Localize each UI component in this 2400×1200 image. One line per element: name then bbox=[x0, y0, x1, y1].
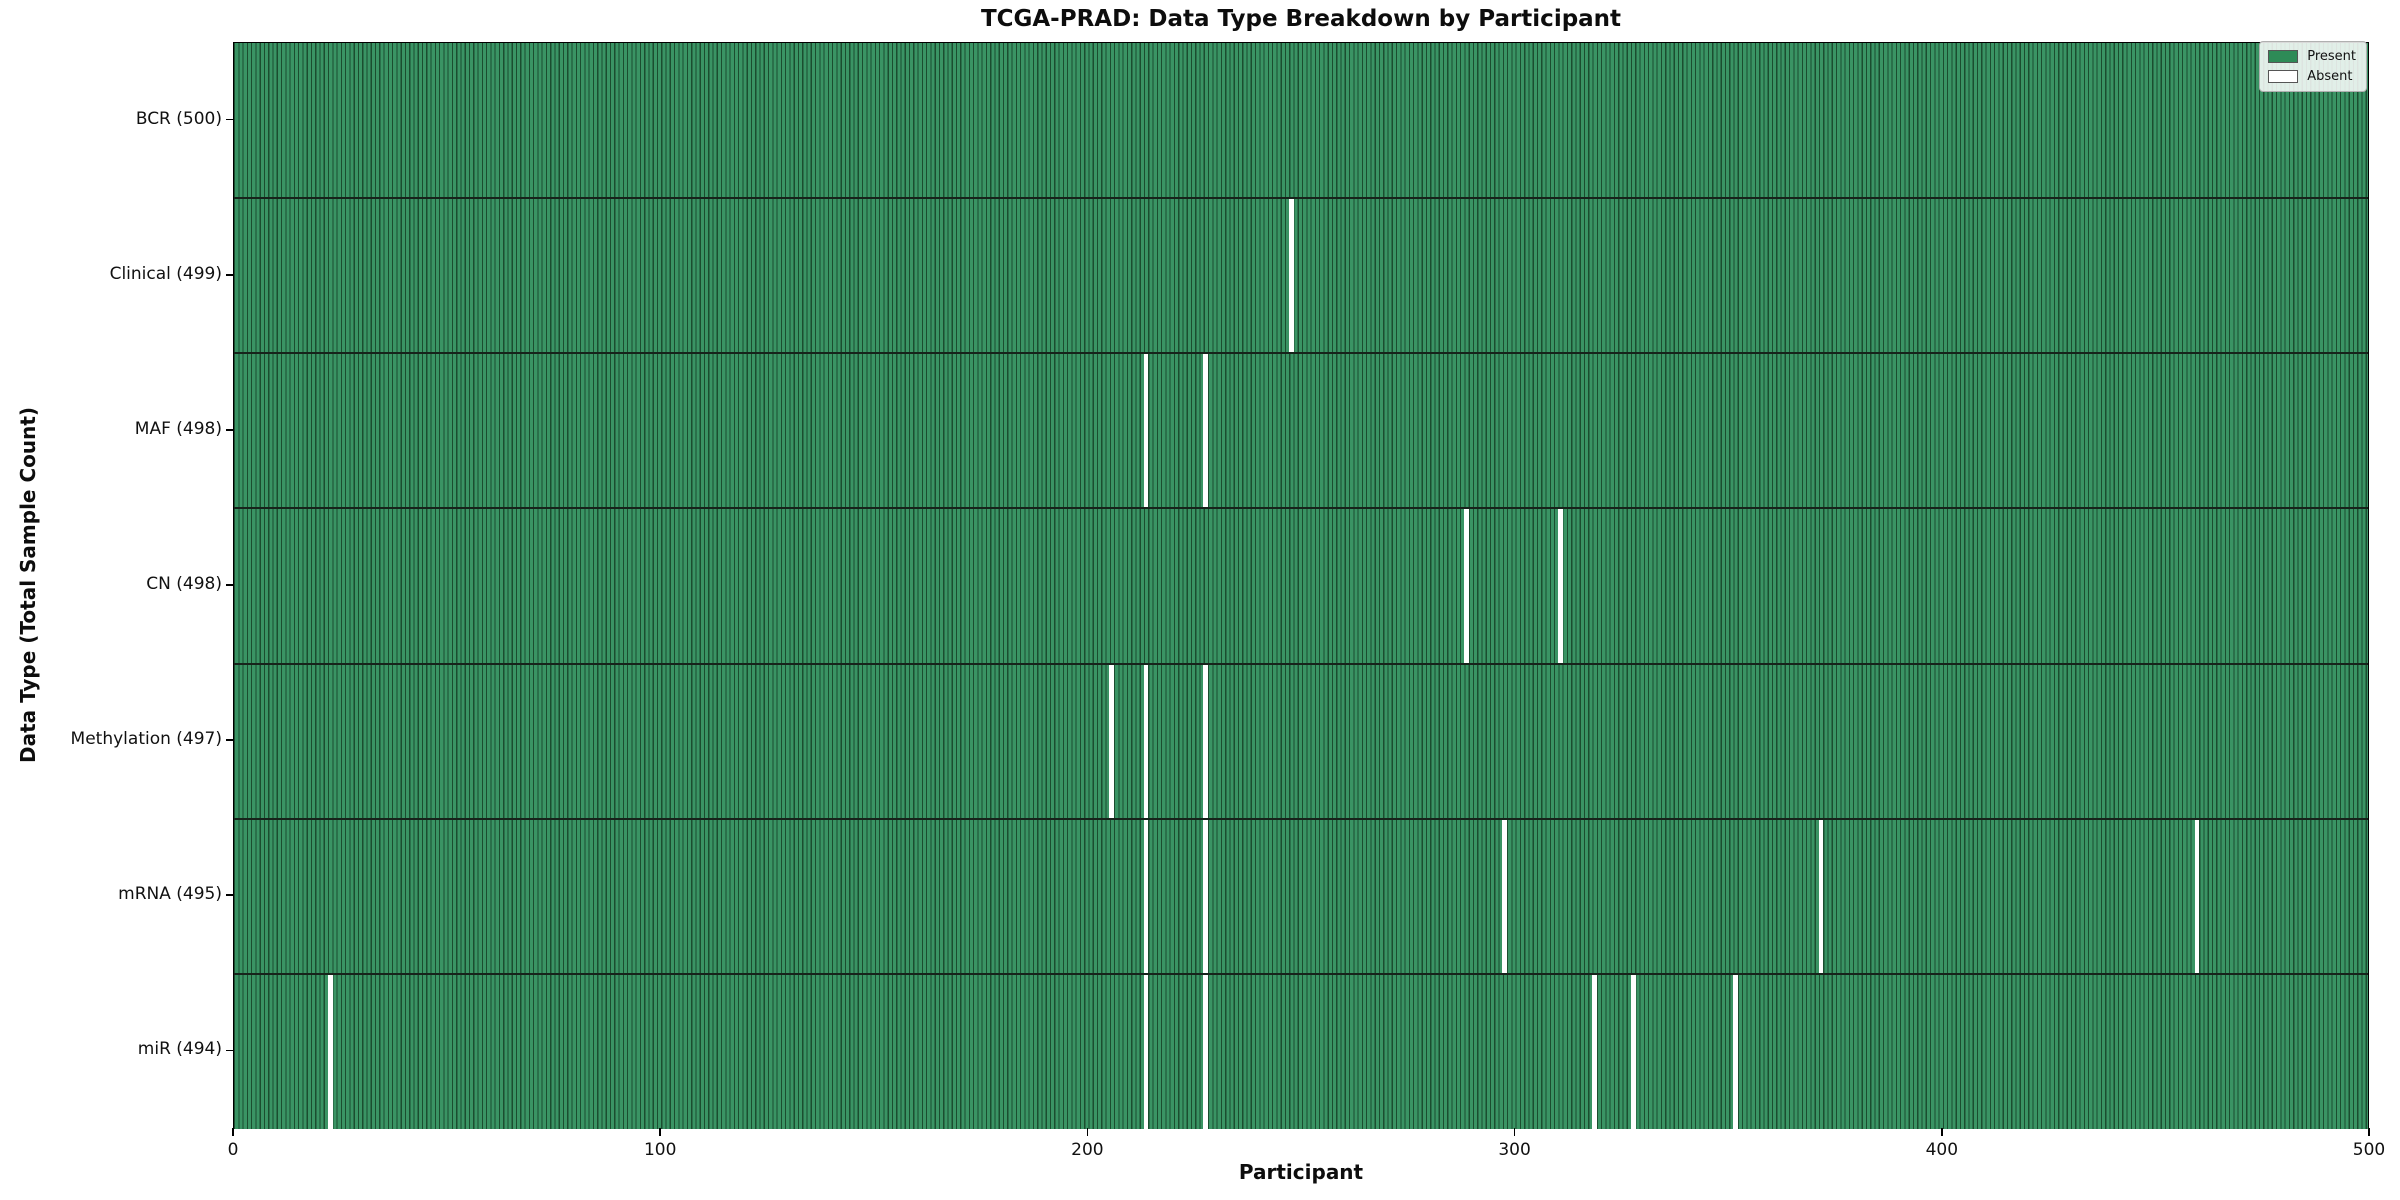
absent-gap-mRNA-297 bbox=[1502, 818, 1508, 974]
plot-area bbox=[233, 42, 2369, 1129]
x-tick-label-500: 500 bbox=[2352, 1140, 2386, 1160]
absent-gap-CN-310 bbox=[1558, 508, 1563, 664]
x-tick-mark bbox=[232, 1128, 234, 1136]
absent-gap-miR-318 bbox=[1592, 973, 1598, 1129]
legend-label-absent: Absent bbox=[2307, 69, 2353, 84]
x-tick-label-400: 400 bbox=[1925, 1140, 1959, 1160]
y-tick-mark bbox=[226, 1049, 233, 1052]
y-tick-label-BCR: BCR (500) bbox=[135, 108, 222, 129]
legend-label-present: Present bbox=[2307, 49, 2356, 64]
row-separator bbox=[234, 662, 2368, 665]
y-tick-label-mRNA: mRNA (495) bbox=[118, 884, 222, 905]
row-band-MAF bbox=[234, 353, 2368, 509]
absent-gap-miR-213 bbox=[1143, 973, 1149, 1129]
x-tick-label-100: 100 bbox=[643, 1140, 677, 1160]
legend: Present Absent bbox=[2259, 41, 2367, 92]
absent-gap-miR-327 bbox=[1630, 973, 1636, 1129]
absent-gap-MAF-227 bbox=[1203, 353, 1209, 509]
y-tick-label-Methylation: Methylation (497) bbox=[70, 729, 222, 750]
y-tick-mark bbox=[226, 894, 233, 897]
absent-gap-Methylation-205 bbox=[1109, 663, 1115, 819]
absent-gap-CN-288 bbox=[1464, 508, 1469, 664]
chart-title: TCGA-PRAD: Data Type Breakdown by Partic… bbox=[980, 6, 1622, 32]
absent-gap-Clinical-247 bbox=[1288, 198, 1294, 354]
row-band-Clinical bbox=[234, 198, 2368, 354]
row-band-mRNA bbox=[234, 818, 2368, 974]
row-separator bbox=[234, 197, 2368, 200]
row-separator bbox=[234, 352, 2368, 355]
x-axis-title: Participant bbox=[1238, 1160, 1364, 1184]
absent-swatch-icon bbox=[2268, 70, 2299, 83]
y-tick-mark bbox=[226, 739, 233, 741]
absent-gap-MAF-213 bbox=[1143, 353, 1149, 509]
y-tick-mark bbox=[226, 584, 233, 586]
y-tick-label-miR: miR (494) bbox=[137, 1039, 222, 1060]
y-tick-label-Clinical: Clinical (499) bbox=[109, 263, 222, 284]
row-separator bbox=[234, 817, 2368, 820]
absent-gap-miR-351 bbox=[1733, 973, 1739, 1129]
y-tick-label-MAF: MAF (498) bbox=[134, 418, 222, 439]
absent-gap-mRNA-213 bbox=[1143, 818, 1149, 974]
legend-entry-present: Present bbox=[2268, 49, 2356, 64]
absent-gap-mRNA-459 bbox=[2194, 818, 2200, 974]
present-swatch-icon bbox=[2268, 50, 2299, 63]
y-tick-mark bbox=[226, 273, 233, 276]
x-tick-mark bbox=[1513, 1128, 1516, 1136]
row-band-Methylation bbox=[234, 663, 2368, 819]
row-separator bbox=[234, 507, 2368, 510]
absent-gap-mRNA-371 bbox=[1818, 818, 1824, 974]
row-band-miR bbox=[234, 973, 2368, 1129]
y-tick-mark bbox=[226, 118, 233, 121]
absent-gap-Methylation-213 bbox=[1143, 663, 1149, 819]
x-tick-mark bbox=[2368, 1128, 2370, 1136]
row-band-BCR bbox=[234, 43, 2368, 199]
x-tick-mark bbox=[1941, 1128, 1943, 1136]
x-tick-mark bbox=[659, 1128, 661, 1136]
x-tick-label-200: 200 bbox=[1071, 1140, 1104, 1160]
absent-gap-Methylation-227 bbox=[1203, 663, 1209, 819]
absent-gap-miR-227 bbox=[1203, 973, 1209, 1129]
x-tick-label-0: 0 bbox=[227, 1140, 239, 1160]
row-band-CN bbox=[234, 508, 2368, 664]
legend-entry-absent: Absent bbox=[2268, 69, 2356, 84]
x-tick-label-300: 300 bbox=[1498, 1140, 1531, 1160]
y-tick-mark bbox=[226, 429, 233, 431]
y-tick-label-CN: CN (498) bbox=[146, 574, 222, 594]
absent-gap-mRNA-227 bbox=[1203, 818, 1209, 974]
row-separator bbox=[234, 972, 2368, 975]
x-tick-mark bbox=[1086, 1128, 1089, 1136]
absent-gap-miR-22 bbox=[327, 973, 333, 1129]
